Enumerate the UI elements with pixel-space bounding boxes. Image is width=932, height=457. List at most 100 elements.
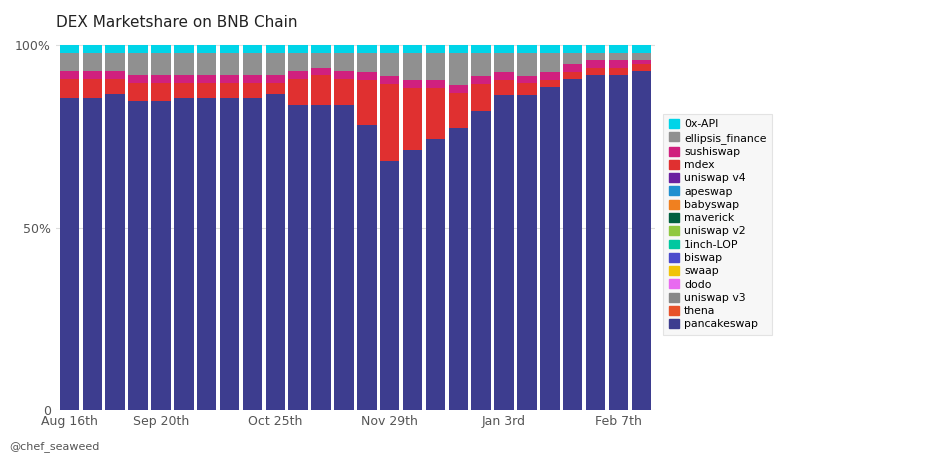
Bar xyxy=(563,53,582,64)
Bar xyxy=(586,75,605,410)
Bar xyxy=(357,53,377,72)
Bar xyxy=(83,53,103,71)
Bar xyxy=(311,45,331,53)
Text: DEX Marketshare on BNB Chain: DEX Marketshare on BNB Chain xyxy=(56,15,297,30)
Bar xyxy=(129,101,148,410)
Bar xyxy=(632,45,651,53)
Bar xyxy=(448,53,468,85)
Bar xyxy=(540,45,559,53)
Bar xyxy=(563,64,582,72)
Bar xyxy=(335,105,353,410)
Bar xyxy=(632,53,651,60)
Bar xyxy=(380,53,400,76)
Bar xyxy=(105,79,125,94)
Bar xyxy=(632,71,651,410)
Bar xyxy=(220,97,240,410)
Legend: 0x-API, ellipsis_finance, sushiswap, mdex, uniswap v4, apeswap, babyswap, maveri: 0x-API, ellipsis_finance, sushiswap, mde… xyxy=(664,114,772,335)
Bar xyxy=(494,72,514,80)
Bar xyxy=(335,79,353,105)
Bar xyxy=(563,72,582,79)
Bar xyxy=(335,71,353,79)
Bar xyxy=(380,161,400,410)
Bar xyxy=(197,83,216,97)
Bar xyxy=(197,97,216,410)
Bar xyxy=(426,45,445,53)
Bar xyxy=(289,45,308,53)
Bar xyxy=(563,79,582,410)
Bar xyxy=(380,45,400,53)
Bar xyxy=(472,76,491,84)
Bar xyxy=(448,92,468,128)
Bar xyxy=(105,94,125,410)
Bar xyxy=(289,105,308,410)
Bar xyxy=(472,84,491,111)
Bar xyxy=(151,75,171,83)
Bar xyxy=(129,83,148,101)
Bar xyxy=(609,68,628,75)
Bar xyxy=(60,79,79,97)
Bar xyxy=(517,45,537,53)
Bar xyxy=(151,83,171,101)
Bar xyxy=(517,84,537,95)
Bar xyxy=(105,71,125,79)
Bar xyxy=(540,72,559,80)
Bar xyxy=(83,45,103,53)
Bar xyxy=(242,45,262,53)
Bar xyxy=(448,85,468,92)
Bar xyxy=(586,45,605,53)
Bar xyxy=(83,71,103,79)
Bar xyxy=(220,83,240,97)
Bar xyxy=(60,71,79,79)
Bar xyxy=(632,64,651,71)
Bar xyxy=(335,45,353,53)
Bar xyxy=(380,76,400,84)
Bar xyxy=(426,80,445,88)
Bar xyxy=(586,53,605,60)
Bar xyxy=(426,138,445,410)
Bar xyxy=(448,45,468,53)
Bar xyxy=(517,76,537,84)
Bar xyxy=(174,53,194,75)
Bar xyxy=(426,53,445,80)
Bar xyxy=(357,45,377,53)
Bar xyxy=(540,80,559,87)
Bar xyxy=(586,60,605,68)
Bar xyxy=(220,53,240,75)
Bar xyxy=(60,45,79,53)
Bar xyxy=(289,71,308,79)
Bar xyxy=(105,53,125,71)
Bar xyxy=(448,128,468,410)
Bar xyxy=(494,53,514,72)
Bar xyxy=(517,95,537,410)
Bar xyxy=(311,105,331,410)
Bar xyxy=(403,80,422,88)
Bar xyxy=(403,53,422,80)
Bar xyxy=(105,45,125,53)
Bar xyxy=(197,45,216,53)
Bar xyxy=(266,45,285,53)
Bar xyxy=(609,45,628,53)
Bar xyxy=(242,83,262,97)
Bar xyxy=(494,96,514,410)
Bar xyxy=(266,83,285,94)
Bar xyxy=(494,80,514,96)
Bar xyxy=(517,53,537,76)
Bar xyxy=(197,53,216,75)
Bar xyxy=(197,75,216,83)
Text: @chef_seaweed: @chef_seaweed xyxy=(9,441,100,452)
Bar xyxy=(403,88,422,150)
Bar xyxy=(357,72,377,80)
Bar xyxy=(174,97,194,410)
Bar xyxy=(472,53,491,76)
Bar xyxy=(129,45,148,53)
Bar xyxy=(540,87,559,410)
Bar xyxy=(586,68,605,75)
Bar xyxy=(311,68,331,75)
Bar xyxy=(403,45,422,53)
Bar xyxy=(220,75,240,83)
Bar xyxy=(380,84,400,161)
Bar xyxy=(266,75,285,83)
Bar xyxy=(357,125,377,410)
Bar xyxy=(174,83,194,97)
Bar xyxy=(311,75,331,105)
